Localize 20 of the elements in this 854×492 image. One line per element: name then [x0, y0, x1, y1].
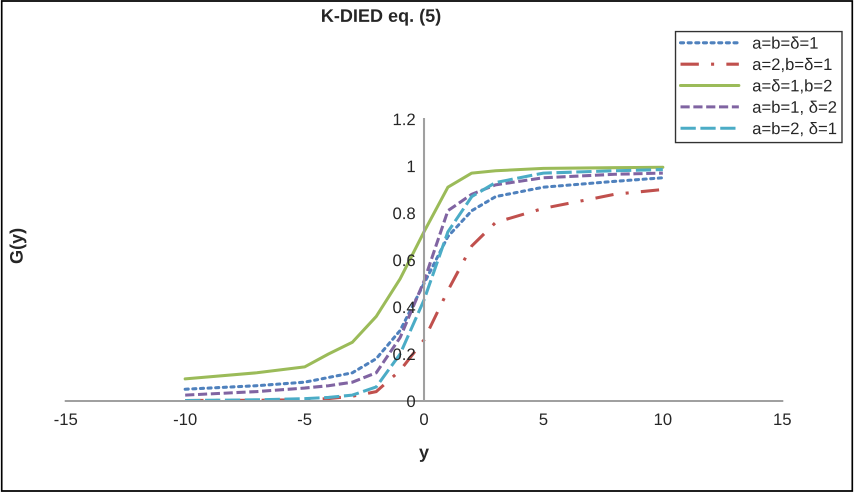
x-tick-label: 0 — [420, 413, 428, 426]
x-tick-label: -15 — [54, 414, 78, 426]
y-tick-label: 0.8 — [393, 207, 415, 220]
y-tick-label: 1.2 — [394, 113, 415, 126]
legend-label: a=δ=1,b=2 — [752, 79, 832, 94]
y-tick-label: 0 — [407, 395, 416, 408]
x-axis-title: y — [419, 448, 429, 462]
y-axis-title: G(y) — [10, 228, 26, 264]
y-tick-label: 0.4 — [393, 301, 416, 314]
x-tick-label: -5 — [298, 414, 312, 426]
legend-label: a=b=1, δ=2 — [752, 100, 836, 115]
x-tick-label: -10 — [174, 413, 197, 426]
y-tick-label: 1 — [408, 160, 415, 172]
x-tick-label: 10 — [654, 413, 672, 426]
legend-label: a=2,b=δ=1 — [752, 58, 832, 72]
x-tick-label: 15 — [774, 414, 791, 426]
x-tick-label: 5 — [539, 414, 548, 426]
chart-title: K-DIED eq. (5) — [322, 8, 440, 26]
legend-label: a=b=δ=1 — [752, 36, 818, 49]
legend-label: a=b=2, δ=1 — [752, 122, 836, 136]
